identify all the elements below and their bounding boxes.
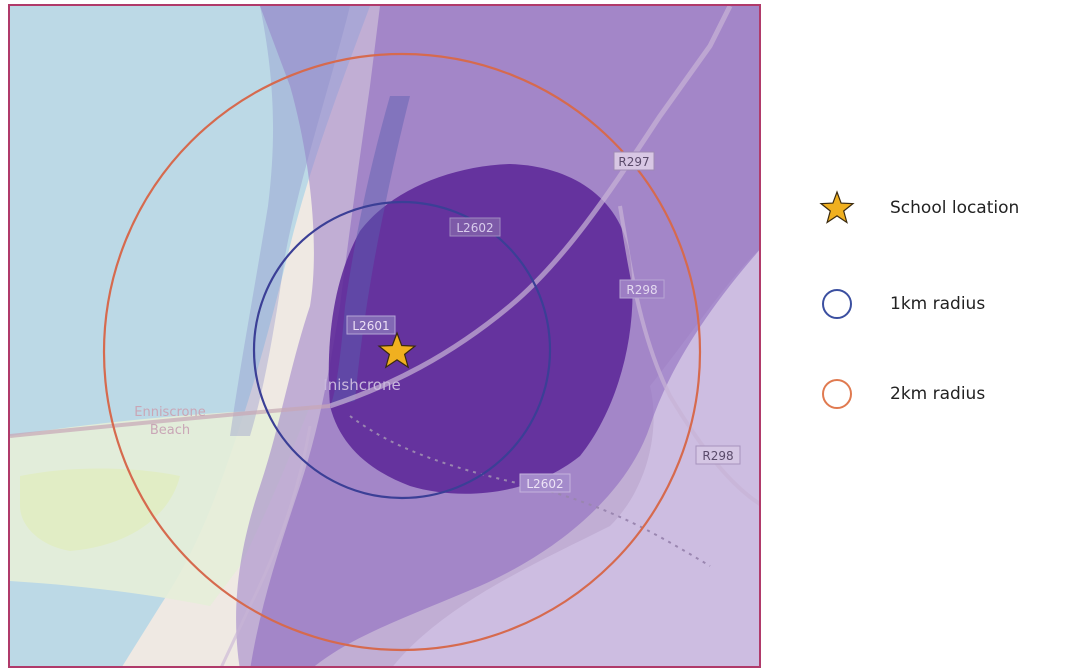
road-r298: [618, 205, 759, 506]
blue-circle-icon: [812, 284, 862, 324]
orange-circle-icon: [812, 374, 862, 414]
beach-label-line1: Enniscrone: [134, 405, 205, 420]
map-frame[interactable]: R297 L2602 R298 L2601 R298 L2602 Inishcr…: [8, 4, 761, 668]
star-icon: [812, 188, 862, 228]
legend-item-school-location: School location: [812, 188, 1019, 228]
road-south: [220, 425, 312, 666]
ring-1km: [252, 200, 552, 500]
green-field: [20, 468, 180, 551]
map-canvas[interactable]: R297 L2602 R298 L2601 R298 L2602 Inishcr…: [10, 6, 761, 668]
road-label-r297: R297: [613, 151, 655, 171]
legend-label-2km-radius: 2km radius: [890, 384, 986, 404]
svg-text:L2601: L2601: [352, 319, 389, 333]
svg-text:L2602: L2602: [526, 477, 563, 491]
legend-label-1km-radius: 1km radius: [890, 294, 986, 314]
svg-text:R298: R298: [626, 283, 657, 297]
zone-band-left: [230, 6, 350, 436]
svg-text:R297: R297: [618, 155, 649, 169]
road-label-l2601: L2601: [346, 315, 396, 335]
legend-label-school-location: School location: [890, 198, 1020, 218]
ring-2km: [102, 52, 702, 652]
svg-text:R298: R298: [702, 449, 733, 463]
legend-item-1km-radius: 1km radius: [812, 284, 985, 324]
legend-item-2km-radius: 2km radius: [812, 374, 985, 414]
zone-right-light: [393, 249, 759, 666]
svg-text:L2602: L2602: [456, 221, 493, 235]
road-beach: [10, 404, 331, 438]
road-label-l2602-bottom: L2602: [519, 473, 571, 493]
road-label-l2602-top: L2602: [449, 217, 501, 237]
place-label-inishcrone: Inishcrone: [323, 376, 400, 394]
beach-label-line2: Beach: [150, 423, 190, 438]
road-label-r298-top: R298: [619, 279, 665, 299]
road-label-r298-right: R298: [695, 445, 741, 465]
school-location-star-icon[interactable]: [377, 331, 417, 369]
